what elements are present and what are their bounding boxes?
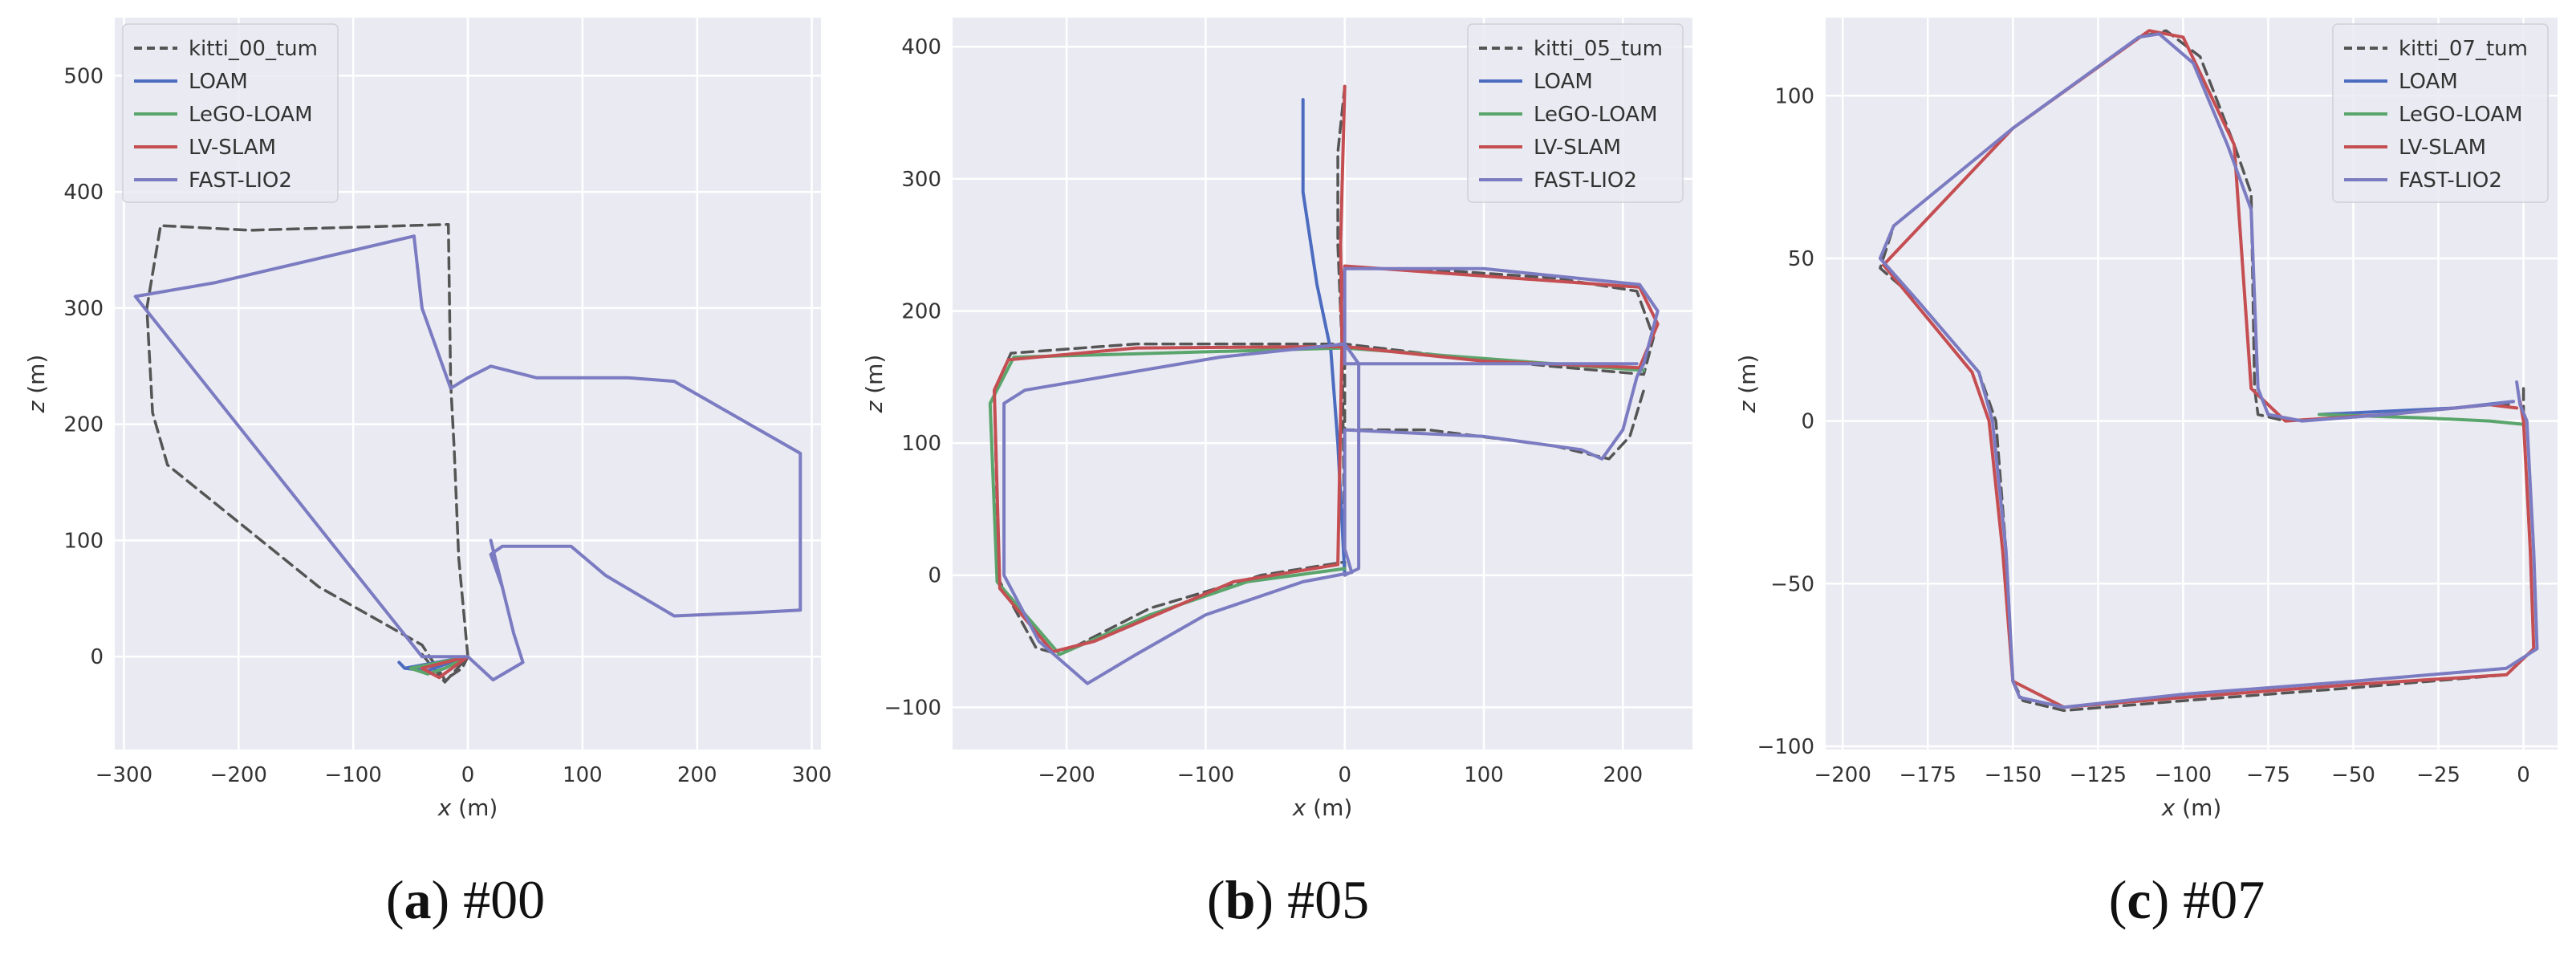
y-axis-label: z (m) bbox=[23, 355, 50, 414]
caption-b-text: #05 bbox=[1287, 869, 1370, 930]
series-line-2 bbox=[408, 655, 469, 676]
caption-a: (a) #00 bbox=[385, 869, 546, 930]
x-tick-label: −150 bbox=[1985, 763, 2042, 787]
caption-b: (b) #05 bbox=[1206, 869, 1370, 930]
x-tick-label: 300 bbox=[792, 763, 832, 787]
x-tick-label: −200 bbox=[1814, 763, 1871, 787]
y-tick-label: 300 bbox=[63, 297, 104, 321]
legend-label: FAST-LIO2 bbox=[189, 169, 292, 193]
x-axis-label: x (m) bbox=[437, 794, 498, 821]
series-line-3 bbox=[420, 655, 469, 680]
x-tick-label: 0 bbox=[1338, 763, 1351, 787]
y-tick-label: 0 bbox=[1801, 410, 1814, 434]
y-tick-label: 500 bbox=[63, 64, 104, 88]
x-tick-label: −100 bbox=[2155, 763, 2212, 787]
chart-1: −200 −100 0 100 200 −100 0 100 200 300 400 x (m) z (… bbox=[861, 18, 1692, 821]
series-line-3 bbox=[1882, 29, 2536, 709]
caption-c-letter: c bbox=[2127, 869, 2151, 930]
x-tick-label: 0 bbox=[461, 763, 475, 787]
x-tick-label: −50 bbox=[2331, 763, 2375, 787]
y-tick-label: 100 bbox=[63, 529, 104, 553]
caption-a-text: #00 bbox=[463, 869, 546, 930]
x-tick-label: −300 bbox=[95, 763, 152, 787]
legend-box bbox=[1467, 23, 1684, 203]
y-tick-label: 0 bbox=[90, 645, 104, 669]
x-tick-label: 0 bbox=[2517, 763, 2530, 787]
y-tick-label: −100 bbox=[1757, 735, 1814, 759]
y-tick-label: 0 bbox=[928, 564, 941, 588]
y-tick-label: −100 bbox=[884, 696, 941, 720]
y-axis-label: z (m) bbox=[1734, 355, 1761, 414]
chart-2: −200 −175 −150 −125 −100 −75 −50 −25 0 −100 −50 0 50… bbox=[1734, 18, 2558, 821]
legend-label: LeGO-LOAM bbox=[1534, 103, 1658, 127]
y-tick-label: 100 bbox=[1774, 84, 1814, 108]
y-tick-label: 400 bbox=[63, 181, 104, 205]
x-axis-label: x (m) bbox=[2161, 794, 2222, 821]
x-tick-label: −175 bbox=[1899, 763, 1956, 787]
caption-c-text: #07 bbox=[2183, 869, 2265, 930]
caption-b-letter: b bbox=[1225, 869, 1256, 930]
y-tick-label: 100 bbox=[901, 432, 941, 456]
legend-label: kitti_07_tum bbox=[2399, 37, 2528, 61]
y-tick-label: 300 bbox=[901, 168, 941, 192]
legend-box bbox=[122, 23, 339, 203]
x-tick-label: −75 bbox=[2246, 763, 2290, 787]
x-tick-label: 200 bbox=[1603, 763, 1644, 787]
y-axis-label: z (m) bbox=[861, 355, 888, 414]
x-tick-label: 200 bbox=[677, 763, 717, 787]
legend-label: LV-SLAM bbox=[1534, 136, 1621, 160]
series-line-4 bbox=[1878, 32, 2539, 709]
legend-label: kitti_00_tum bbox=[189, 37, 318, 61]
legend-box bbox=[2332, 23, 2549, 203]
x-axis-label: x (m) bbox=[1292, 794, 1353, 821]
y-tick-label: 200 bbox=[63, 413, 104, 437]
legend-label: LOAM bbox=[2399, 70, 2458, 94]
x-tick-label: 100 bbox=[563, 763, 603, 787]
legend-label: LeGO-LOAM bbox=[189, 103, 313, 127]
x-tick-label: 100 bbox=[1464, 763, 1504, 787]
series-line-4 bbox=[133, 234, 802, 682]
legend-label: kitti_05_tum bbox=[1534, 37, 1663, 61]
legend-label: LV-SLAM bbox=[189, 136, 276, 160]
x-tick-label: −125 bbox=[2070, 763, 2127, 787]
series-line-4 bbox=[1002, 266, 1660, 685]
x-tick-label: −25 bbox=[2416, 763, 2460, 787]
series-line-0 bbox=[145, 222, 469, 684]
y-tick-label: 50 bbox=[1788, 247, 1814, 271]
legend-label: LOAM bbox=[1534, 70, 1593, 94]
y-tick-label: 200 bbox=[901, 299, 941, 323]
legend-label: LV-SLAM bbox=[2399, 136, 2486, 160]
x-tick-label: −100 bbox=[324, 763, 381, 787]
y-tick-label: −50 bbox=[1770, 572, 1814, 596]
caption-a-letter: a bbox=[404, 869, 432, 930]
y-tick-label: 400 bbox=[901, 35, 941, 59]
x-tick-label: −100 bbox=[1177, 763, 1234, 787]
chart-0: −300 −200 −100 0 100 200 300 0 100 200 300 400 500 x … bbox=[23, 18, 831, 821]
legend-label: LOAM bbox=[189, 70, 248, 94]
legend-label: LeGO-LOAM bbox=[2399, 103, 2523, 127]
x-tick-label: −200 bbox=[210, 763, 267, 787]
x-tick-label: −200 bbox=[1038, 763, 1095, 787]
caption-c: (c) #07 bbox=[2108, 869, 2265, 930]
legend-label: FAST-LIO2 bbox=[1534, 169, 1637, 193]
legend-label: FAST-LIO2 bbox=[2399, 169, 2502, 193]
